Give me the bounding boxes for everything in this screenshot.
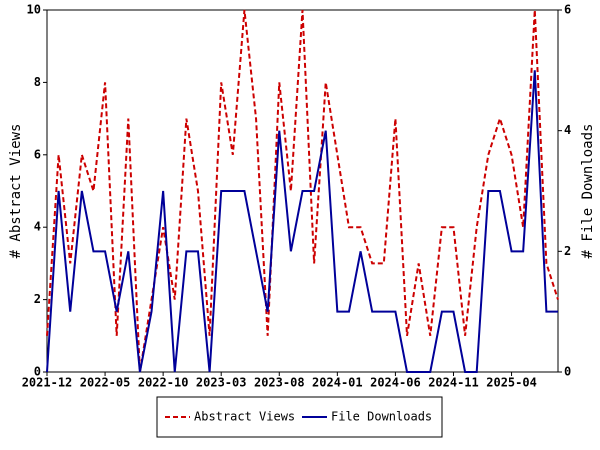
y-tick-label: 6 [34,147,41,161]
y2-tick-label: 2 [564,244,571,258]
legend-label: Abstract Views [194,410,295,424]
legend-label: File Downloads [331,410,432,424]
x-tick-label: 2024-01 [312,376,363,390]
x-tick-label: 2024-06 [370,376,421,390]
y2-axis-label: # File Downloads [580,124,596,259]
y-tick-label: 2 [34,292,41,306]
x-tick-label: 2021-12 [22,376,73,390]
x-tick-label: 2022-05 [80,376,131,390]
x-tick-label: 2024-11 [428,376,479,390]
y-tick-label: 10 [27,3,41,17]
series-line [46,9,559,373]
x-tick-label: 2023-03 [196,376,247,390]
y-tick-label: 4 [34,220,41,234]
x-tick-label: 2022-10 [138,376,189,390]
y2-tick-label: 0 [564,365,571,379]
legend [156,396,443,438]
y-axis-label: # Abstract Views [8,124,24,259]
x-tick-label: 2023-08 [254,376,305,390]
y-tick-label: 8 [34,75,41,89]
y-tick-label: 0 [34,365,41,379]
x-tick-label: 2025-04 [486,376,537,390]
y2-tick-label: 4 [564,123,571,137]
series-line [46,70,558,373]
y2-tick-label: 6 [564,3,571,17]
